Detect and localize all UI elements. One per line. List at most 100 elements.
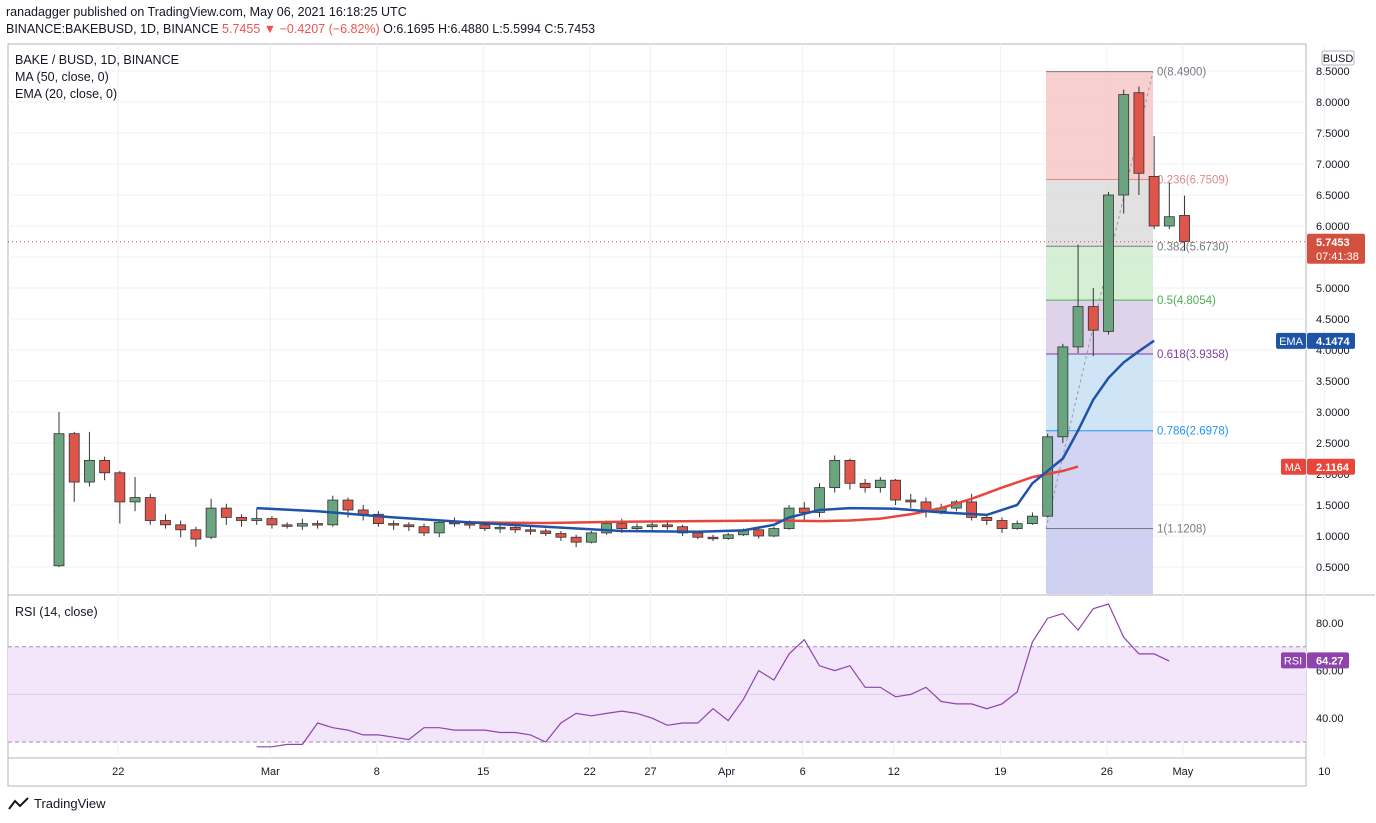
fib-label: 1(1.1208)	[1157, 524, 1206, 536]
ohlc-values: O:6.1695 H:6.4880 L:5.5994 C:5.7453	[383, 22, 596, 36]
candle-down	[312, 523, 323, 526]
price-tick-label: 1.5000	[1316, 500, 1350, 512]
candle-up	[768, 528, 780, 537]
candle-up	[1118, 94, 1130, 196]
candle-up	[433, 521, 445, 534]
candle-down	[905, 499, 917, 503]
ema-line	[256, 339, 1155, 533]
currency-badge-label: BUSD	[1323, 53, 1354, 65]
ma-tag-value: 2.1164	[1316, 462, 1350, 474]
fib-label: 0.5(4.8054)	[1157, 295, 1216, 307]
candle-down	[220, 507, 232, 518]
candle-up	[722, 534, 734, 539]
candle-up	[1011, 523, 1023, 529]
price-tag-countdown: 07:41:38	[1316, 251, 1359, 263]
candle-down	[692, 532, 704, 538]
rsi-legend[interactable]: RSI (14, close)	[15, 605, 98, 619]
candle-down	[403, 524, 415, 528]
ma-line	[469, 465, 1079, 525]
price-tick-label: 8.5000	[1316, 66, 1350, 78]
rsi-tag-value: 64.27	[1316, 655, 1344, 667]
candle-down	[144, 497, 156, 521]
price-tick-label: 0.5000	[1316, 562, 1350, 574]
time-tick-label: 10	[1318, 766, 1330, 778]
candle-down	[981, 517, 993, 521]
candle-down	[616, 523, 628, 529]
price-tick-label: 3.5000	[1316, 376, 1350, 388]
candle-down	[479, 524, 491, 529]
candle-down	[99, 459, 111, 474]
fib-label: 0.382(5.6730)	[1157, 241, 1229, 253]
price-tick-label: 8.0000	[1316, 97, 1350, 109]
candle-down	[160, 520, 171, 526]
rsi-tag-label-box	[1281, 652, 1306, 669]
candle-down	[1133, 92, 1145, 174]
candle-up	[251, 518, 263, 521]
candle-up	[1042, 436, 1054, 517]
candle-up	[205, 507, 217, 538]
price-tag-value: 5.7453	[1316, 237, 1350, 249]
candle-down	[114, 472, 126, 503]
candle-down	[68, 433, 80, 483]
time-tick-label: Mar	[261, 766, 280, 778]
candle-down	[373, 513, 384, 524]
price-tick-label: 5.0000	[1316, 283, 1350, 295]
tradingview-logo[interactable]: TradingView	[8, 796, 106, 811]
ma-tag-value-box	[1307, 458, 1355, 475]
ma-tag-label-box	[1281, 458, 1306, 475]
candle-down	[266, 518, 278, 526]
rsi-tag-label: RSI	[1284, 655, 1302, 667]
rsi-line	[256, 603, 1170, 748]
ema-tag-value: 4.1474	[1316, 336, 1351, 348]
candle-up	[53, 433, 65, 567]
time-tick-label: 26	[1101, 766, 1113, 778]
price-tick-label: 4.5000	[1316, 314, 1350, 326]
symbol-line: BINANCE:BAKEBUSD, 1D, BINANCE 5.7455 ▼ −…	[6, 22, 595, 36]
candle-down	[418, 526, 430, 534]
price-tick-label: 2.5000	[1316, 438, 1350, 450]
price-tick-label: 7.0000	[1316, 159, 1350, 171]
candle-down	[753, 529, 765, 537]
fib-zone	[1046, 179, 1153, 247]
candle-down	[509, 526, 521, 531]
candle-down	[677, 526, 689, 534]
candle-down	[540, 530, 552, 534]
price-tick-label: 1.0000	[1316, 531, 1350, 543]
time-tick-label: 8	[374, 766, 380, 778]
candle-down	[859, 482, 871, 489]
tradingview-icon	[8, 796, 29, 810]
fib-zone	[1046, 528, 1153, 594]
candle-up	[1072, 306, 1084, 348]
time-axis	[7, 757, 1307, 787]
candle-up	[829, 459, 841, 489]
candle-down	[342, 499, 354, 511]
rsi-tag-value-box	[1307, 652, 1349, 669]
candle-down	[966, 501, 977, 518]
candle-down	[525, 529, 536, 532]
ema-legend[interactable]: EMA (20, close, 0)	[15, 87, 118, 101]
candle-down	[1148, 175, 1160, 227]
fib-label: 0.786(2.6978)	[1157, 426, 1229, 438]
fib-label: 0.618(3.9358)	[1157, 349, 1229, 361]
fib-zone	[1046, 430, 1153, 529]
published-line: ranadagger published on TradingView.com,…	[6, 5, 407, 19]
candle-down	[707, 536, 719, 540]
currency-badge	[1321, 50, 1355, 66]
brand-name: TradingView	[34, 796, 106, 811]
ma-legend[interactable]: MA (50, close, 0)	[15, 70, 109, 84]
candle-up	[494, 526, 506, 530]
candle-down	[662, 524, 673, 528]
fib-zone	[1046, 300, 1153, 354]
price-tick-label: 3.0000	[1316, 407, 1350, 419]
candle-up	[1057, 346, 1069, 438]
candle-down	[1179, 215, 1190, 242]
candle-up	[84, 459, 95, 483]
price-tick-label: 6.5000	[1316, 190, 1350, 202]
price-tick-label: 7.5000	[1316, 128, 1350, 140]
time-tick-label: 22	[112, 766, 124, 778]
symbol-name: BINANCE:BAKEBUSD, 1D, BINANCE	[6, 22, 219, 36]
time-tick-label: 19	[994, 766, 1006, 778]
rsi-tick-label: 80.00	[1316, 618, 1344, 630]
candle-down	[175, 524, 187, 531]
